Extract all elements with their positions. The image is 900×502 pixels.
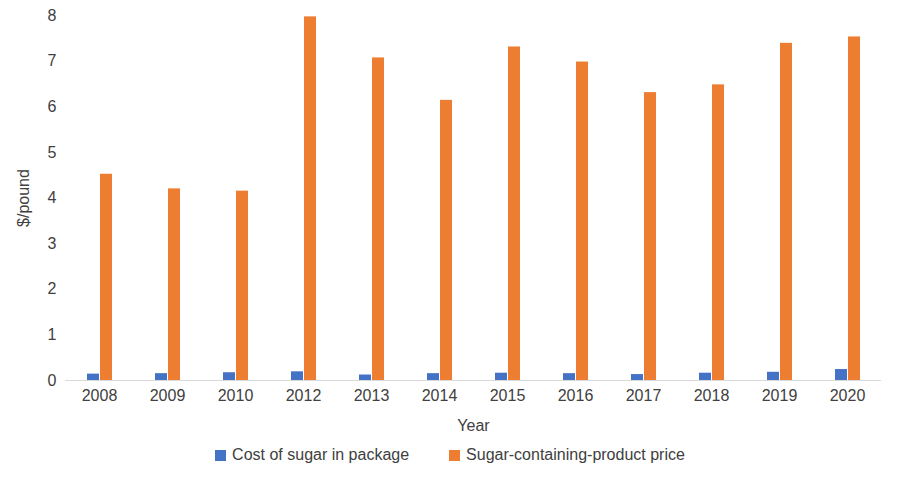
svg-text:5: 5	[48, 143, 57, 160]
svg-text:2017: 2017	[626, 387, 662, 404]
svg-text:2016: 2016	[558, 387, 594, 404]
svg-text:$/pound: $/pound	[15, 169, 32, 227]
svg-text:2009: 2009	[150, 387, 186, 404]
svg-text:1: 1	[48, 326, 57, 343]
svg-text:6: 6	[48, 98, 57, 115]
svg-text:4: 4	[48, 189, 57, 206]
svg-text:2014: 2014	[422, 387, 458, 404]
svg-text:2015: 2015	[490, 387, 526, 404]
svg-text:2019: 2019	[762, 387, 798, 404]
html-text:Sugar-containing-product price: Sugar-containing-product price	[466, 446, 685, 463]
svg-text:8: 8	[48, 7, 57, 24]
svg-text:2010: 2010	[218, 387, 254, 404]
svg-text:7: 7	[48, 52, 57, 69]
svg-text:2013: 2013	[354, 387, 390, 404]
svg-text:2018: 2018	[694, 387, 730, 404]
html-text:Cost of sugar in package: Cost of sugar in package	[232, 446, 410, 463]
svg-text:2: 2	[48, 280, 57, 297]
svg-text:0: 0	[48, 372, 57, 389]
svg-text:2012: 2012	[286, 387, 322, 404]
svg-text:Year: Year	[457, 417, 490, 434]
svg-text:2020: 2020	[830, 387, 866, 404]
svg-text:3: 3	[48, 235, 57, 252]
svg-text:2008: 2008	[82, 387, 118, 404]
